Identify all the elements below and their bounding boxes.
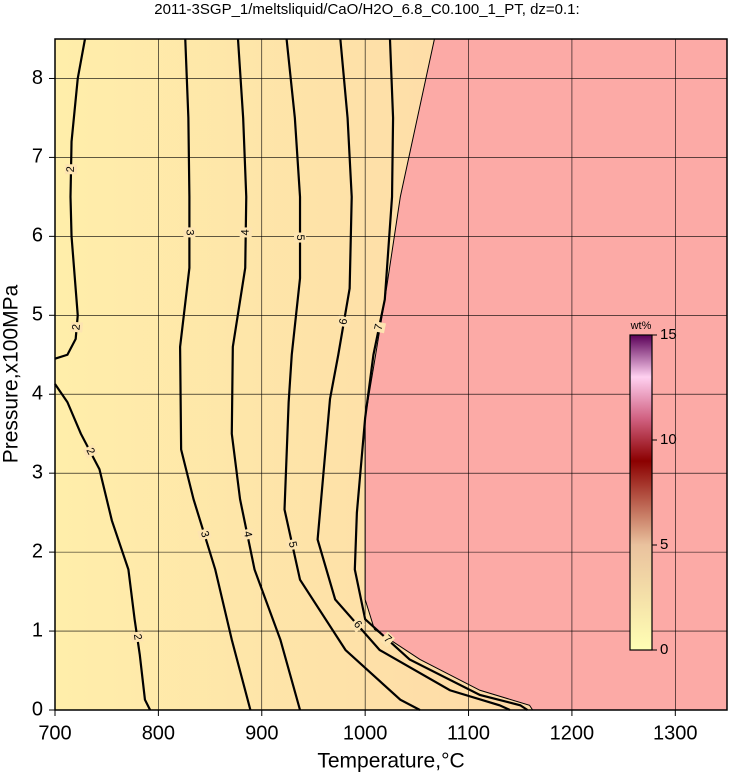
contour-label-bg — [197, 527, 212, 541]
y-tick-label: 3 — [32, 461, 43, 483]
y-tick-label: 1 — [32, 619, 43, 641]
contour-label: 2 — [65, 166, 77, 172]
contour-label-bg — [239, 227, 252, 238]
y-tick-label: 5 — [32, 304, 43, 326]
y-tick-label: 0 — [32, 698, 43, 720]
contour-line — [54, 38, 87, 360]
colorbar-label: wt% — [630, 320, 652, 332]
contour-line — [283, 38, 421, 711]
y-tick-label: 7 — [32, 146, 43, 168]
boundary-line — [364, 38, 534, 711]
contour-label: 3 — [183, 229, 195, 235]
x-tick-label: 1200 — [550, 722, 595, 744]
x-tick-label: 1100 — [447, 722, 490, 744]
contour-label: 4 — [241, 530, 254, 538]
y-tick-label: 6 — [32, 225, 43, 247]
contour-line — [353, 38, 529, 711]
contour-line — [54, 383, 152, 711]
contour-label-bg — [372, 321, 386, 334]
contour-label: 2 — [131, 633, 144, 641]
contour-label-bg — [70, 321, 84, 333]
x-axis-label: Temperature,°C — [317, 750, 464, 773]
y-tick-label: 2 — [32, 540, 43, 562]
contour-label: 7 — [373, 323, 386, 331]
contour-label: 2 — [83, 446, 96, 457]
x-tick-label: 900 — [245, 722, 278, 744]
x-tick-label: 700 — [38, 722, 71, 744]
contour-label-bg — [349, 617, 366, 633]
colorbar-tick-label: 15 — [660, 326, 677, 343]
contour-label: 3 — [198, 530, 211, 539]
contour-label-bg — [130, 631, 144, 643]
contour-label: 5 — [294, 234, 306, 240]
contour-line — [230, 38, 302, 711]
contour-label-bg — [64, 164, 78, 175]
contour-label-bg — [240, 528, 255, 541]
contour-label-bg — [285, 538, 300, 551]
contour-label-bg — [337, 315, 351, 328]
y-tick-label: 8 — [32, 67, 43, 89]
chart-title: 2011-3SGP_1/meltsliquid/CaO/H2O_6.8_C0.1… — [154, 1, 579, 18]
contour-label-bg — [379, 631, 396, 648]
contour-label-bg — [82, 444, 98, 459]
plot-frame — [54, 38, 728, 711]
colorbar-tick-label: 0 — [660, 641, 668, 658]
x-tick-label: 1000 — [343, 722, 388, 744]
contour-label: 2 — [70, 324, 82, 331]
contour-label: 4 — [240, 229, 252, 235]
colorbar — [629, 334, 653, 651]
y-axis-label: Pressure,x100MPa — [0, 284, 23, 463]
contour-label-bg — [183, 227, 196, 238]
contour-line — [178, 38, 252, 711]
contour-line — [316, 38, 511, 712]
contour-label: 6 — [337, 318, 350, 326]
colorbar-tick-label: 5 — [660, 536, 668, 553]
colorbar-tick-label: 10 — [660, 431, 677, 448]
saturated-region — [365, 39, 727, 710]
x-tick-label: 800 — [142, 722, 175, 744]
y-tick-label: 4 — [32, 383, 43, 405]
contour-label: 5 — [286, 540, 299, 549]
contour-label-bg — [294, 232, 307, 243]
x-tick-label: 1300 — [653, 722, 698, 744]
